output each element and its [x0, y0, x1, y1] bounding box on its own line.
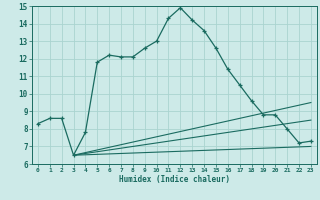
X-axis label: Humidex (Indice chaleur): Humidex (Indice chaleur) [119, 175, 230, 184]
